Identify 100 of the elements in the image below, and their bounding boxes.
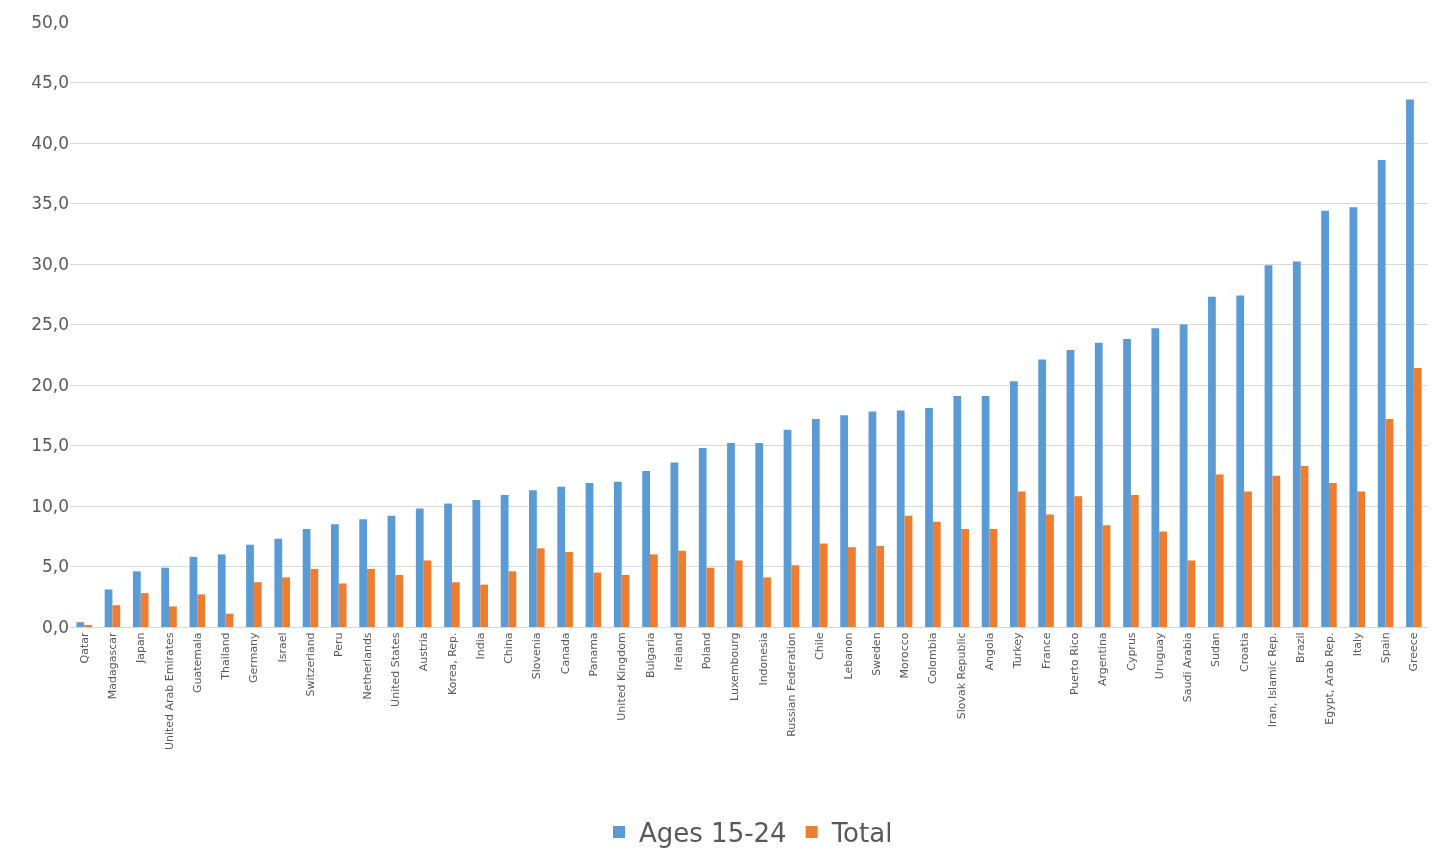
x-tick-label: Puerto Rico (1067, 632, 1081, 696)
x-tick-label: Lebanon (841, 632, 855, 680)
y-tick-label: 45,0 (31, 72, 69, 93)
x-tick-label: Guatemala (190, 632, 204, 693)
bar (734, 560, 743, 627)
x-tick-label: Cyprus (1124, 632, 1138, 671)
x-tick-label: Switzerland (304, 632, 318, 697)
bar (961, 528, 969, 627)
bar (1349, 207, 1358, 627)
bar (868, 411, 877, 627)
bar (189, 556, 198, 627)
bar (1102, 525, 1111, 627)
bar (649, 554, 658, 627)
bar (557, 486, 566, 627)
y-tick-label: 0,0 (41, 616, 69, 637)
bar (1038, 359, 1047, 627)
bar (585, 483, 594, 627)
bar (104, 589, 113, 627)
x-tick-label: Ireland (671, 632, 685, 671)
x-tick-label: Colombia (926, 632, 940, 685)
bar (1074, 496, 1083, 627)
y-tick-label: 50,0 (31, 11, 69, 32)
bar (1357, 491, 1366, 627)
bar (1130, 495, 1139, 627)
bar (395, 574, 404, 627)
x-tick-label: Austria (417, 632, 431, 672)
bar (1208, 296, 1216, 627)
bar (1413, 368, 1422, 627)
x-tick-label: Poland (700, 632, 714, 670)
bar (1385, 418, 1394, 627)
x-tick-label: Chile (813, 632, 827, 660)
bar (763, 577, 771, 627)
x-tick-label: Egypt, Arab Rep. (1322, 632, 1336, 725)
bar (132, 571, 141, 627)
bar (791, 565, 800, 627)
y-tick-label: 10,0 (31, 495, 69, 516)
x-tick-label: Italy (1350, 631, 1364, 657)
bar (989, 528, 998, 627)
bar (698, 447, 707, 627)
bar (1292, 261, 1301, 627)
bar (904, 515, 913, 627)
bar (423, 560, 432, 627)
x-tick-label: Thailand (219, 632, 233, 681)
y-tick-label: 20,0 (31, 374, 69, 395)
bar (1094, 342, 1103, 627)
bar (1272, 475, 1281, 627)
bar (246, 544, 254, 627)
x-tick-label: Slovenia (530, 632, 544, 680)
bar (140, 593, 149, 627)
x-tick-label: Spain (1379, 632, 1393, 664)
legend-label: Ages 15-24 (639, 818, 787, 849)
x-tick-label: Uruguay (1152, 631, 1166, 680)
bar (310, 568, 319, 627)
bar (783, 429, 792, 627)
bar (670, 462, 679, 627)
x-tick-label: Saudi Arabia (1181, 632, 1195, 703)
x-tick-label: India (473, 632, 487, 660)
bar (1244, 491, 1252, 627)
bar (1406, 99, 1414, 627)
bar (197, 594, 206, 627)
bar (678, 550, 687, 627)
bar (1017, 491, 1026, 627)
bar (367, 568, 375, 627)
bar (338, 583, 347, 627)
x-tick-label: Japan (134, 632, 148, 665)
bar (387, 515, 396, 627)
bar (217, 554, 226, 627)
legend-label: Total (830, 818, 893, 849)
bar (444, 503, 452, 627)
x-tick-label: Turkey (1011, 631, 1025, 670)
bar (1159, 531, 1168, 627)
bar (1066, 349, 1075, 627)
bar (613, 481, 622, 627)
bar (621, 574, 630, 627)
x-tick-label: United States (388, 632, 402, 707)
bar (925, 407, 933, 627)
bar (161, 567, 170, 627)
bar (1123, 339, 1131, 627)
bar (451, 582, 460, 627)
bar (706, 567, 715, 627)
x-tick-label: Bulgaria (643, 632, 657, 679)
bar (727, 443, 735, 627)
x-tick-label: Israel (275, 632, 289, 663)
y-tick-label: 5,0 (41, 556, 69, 577)
bar (1300, 466, 1309, 627)
x-tick-label: Germany (247, 631, 261, 683)
x-tick-label: Greece (1407, 632, 1421, 672)
bar (1187, 560, 1196, 627)
bar (1009, 381, 1018, 627)
x-tick-label: Canada (558, 632, 572, 675)
x-tick-label: Slovak Republic (954, 632, 968, 720)
x-tick-label: Luxembourg (728, 632, 742, 701)
bar (1236, 295, 1245, 627)
bar (508, 571, 517, 627)
bar (1215, 474, 1224, 627)
bar (953, 395, 962, 627)
x-tick-label: Korea, Rep. (445, 632, 459, 695)
x-tick-label: United Kingdom (615, 632, 629, 721)
x-tick-label: Indonesia (756, 632, 770, 686)
bar (253, 582, 262, 627)
